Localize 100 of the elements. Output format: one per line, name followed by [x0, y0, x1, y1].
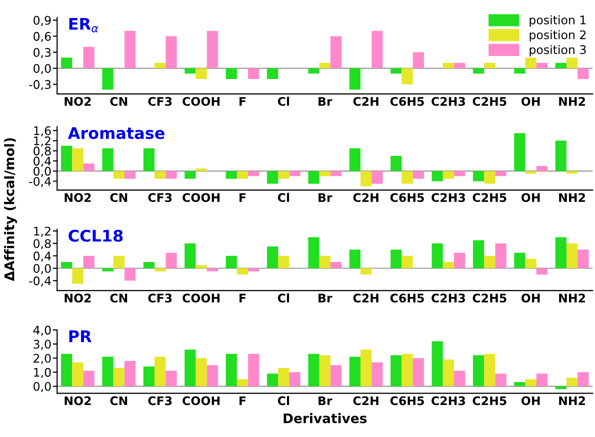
- x-tick-label: C2H5: [472, 294, 506, 303]
- y-tick-label: 4,0: [33, 326, 51, 336]
- x-tick-label: OH: [521, 294, 540, 303]
- bar: [495, 243, 506, 268]
- bar: [514, 252, 526, 268]
- bar: [472, 171, 484, 182]
- x-tick-label: NO2: [64, 294, 91, 303]
- bar: [113, 171, 124, 179]
- x-tick-label: NH2: [559, 193, 585, 202]
- y-tick-label: 1,2: [34, 136, 50, 147]
- x-tick-label: COOH: [182, 193, 220, 202]
- bar: [266, 246, 278, 268]
- bar: [72, 268, 84, 284]
- bar: [514, 133, 526, 172]
- bar: [319, 62, 330, 68]
- y-tick-label: 0,0: [34, 166, 51, 177]
- bar: [248, 268, 260, 272]
- bar: [124, 268, 136, 281]
- bar: [184, 68, 196, 74]
- x-tick-label: Cl: [278, 293, 290, 303]
- chart-title: Aromatase: [68, 127, 164, 140]
- bar: [390, 355, 402, 386]
- bar: [278, 171, 290, 179]
- y-tick-label: 0,4: [34, 156, 51, 167]
- bar: [83, 370, 94, 386]
- bar: [278, 368, 290, 386]
- bar: [248, 68, 260, 79]
- bar: [360, 268, 372, 274]
- x-tick-label: CF3: [148, 193, 172, 202]
- x-tick-label: F: [240, 193, 246, 202]
- bar: [402, 354, 413, 386]
- bar: [113, 368, 124, 386]
- bar: [143, 366, 155, 386]
- bar: [61, 58, 72, 68]
- bar: [206, 268, 218, 272]
- x-tick-label: Br: [318, 294, 332, 302]
- x-tick-label: C2H: [353, 294, 378, 303]
- bar: [578, 372, 589, 386]
- bar: [536, 166, 548, 172]
- bar: [566, 58, 578, 68]
- bar: [196, 358, 207, 386]
- bar: [372, 362, 383, 386]
- x-tick-label: C6H5: [390, 294, 424, 303]
- y-tick-label: 1,2: [34, 226, 50, 237]
- bar: [266, 68, 278, 79]
- y-tick-label: 2,0: [34, 354, 51, 364]
- bar: [432, 243, 443, 268]
- bar: [372, 171, 383, 184]
- bar: [390, 250, 402, 268]
- bar: [154, 356, 166, 386]
- x-tick-label: C2H3: [432, 396, 465, 406]
- x-tick-label: NH2: [559, 96, 585, 106]
- x-tick-label: OH: [521, 193, 540, 202]
- bar: [154, 268, 166, 272]
- x-tick-label: C2H: [353, 193, 378, 202]
- y-tick-label: 0,8: [34, 146, 51, 157]
- bar: [442, 360, 454, 386]
- bar: [442, 171, 454, 179]
- x-tick-label: Cl: [278, 396, 290, 406]
- bar: [266, 374, 278, 386]
- x-tick-label: Cl: [278, 192, 290, 202]
- y-tick-label: 0,3: [34, 48, 51, 58]
- bar: [495, 171, 506, 176]
- y-tick-label: -0,3: [29, 80, 51, 90]
- bar: [61, 146, 72, 172]
- bar: [349, 250, 360, 268]
- y-tick-label: 1,0: [34, 368, 51, 378]
- bar: [432, 171, 443, 182]
- bar: [196, 168, 207, 172]
- bar: [289, 171, 300, 176]
- y-tick-label: 0,0: [34, 64, 51, 74]
- bar: [578, 250, 589, 268]
- x-tick-label: F: [240, 294, 246, 302]
- x-tick-label: C2H5: [472, 396, 506, 406]
- x-tick-label: CN: [110, 396, 128, 406]
- bar: [124, 360, 136, 386]
- bar: [412, 171, 424, 179]
- x-tick-label: C2H3: [432, 96, 465, 106]
- bar: [226, 171, 237, 179]
- bar: [113, 256, 124, 268]
- bar: [154, 171, 166, 179]
- x-tick-label: C6H5: [390, 396, 424, 406]
- y-tick-label: 0,0: [34, 382, 51, 392]
- bar: [454, 252, 466, 268]
- bar: [226, 256, 237, 268]
- bar: [566, 378, 578, 386]
- x-tick-label: COOH: [182, 96, 220, 106]
- x-tick-label: COOH: [182, 396, 220, 406]
- bar: [236, 171, 248, 179]
- bar: [83, 163, 94, 172]
- bar: [402, 256, 413, 268]
- bar: [454, 171, 466, 176]
- bar: [442, 262, 454, 268]
- bar: [360, 171, 372, 186]
- bar: [72, 362, 84, 386]
- bar: [196, 68, 207, 79]
- bar: [472, 68, 484, 74]
- bar: [102, 68, 114, 90]
- bar: [472, 240, 484, 268]
- bar: [330, 36, 342, 68]
